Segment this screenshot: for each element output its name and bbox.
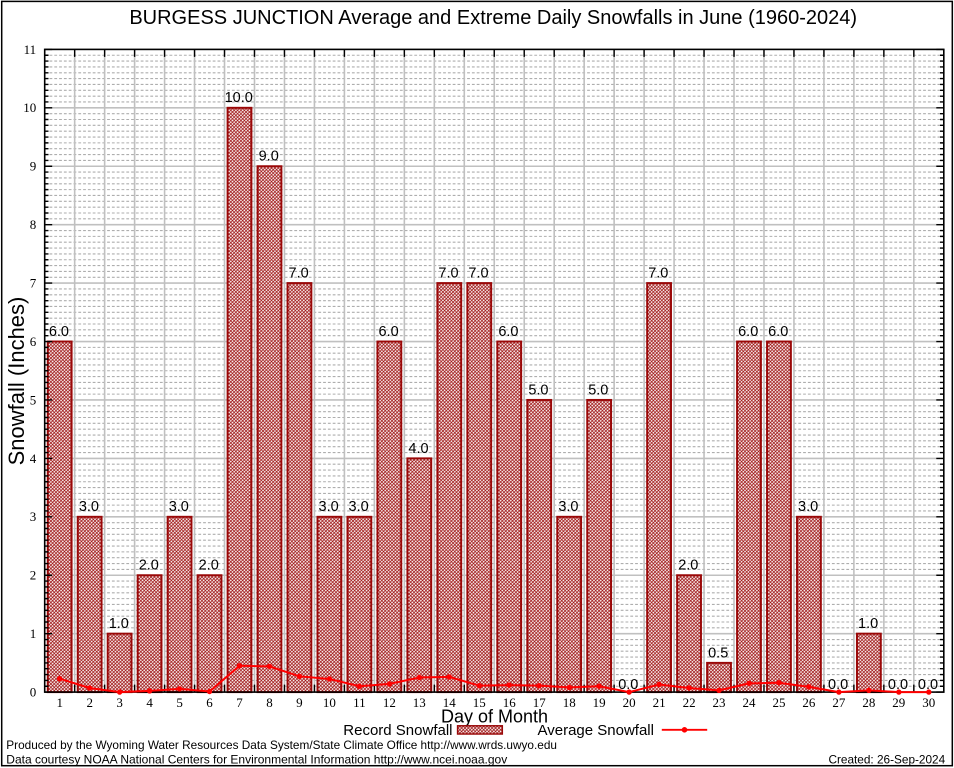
svg-text:27: 27: [832, 695, 846, 710]
svg-text:3.0: 3.0: [319, 499, 339, 515]
svg-text:28: 28: [862, 695, 875, 710]
svg-text:7.0: 7.0: [289, 266, 309, 282]
svg-text:3.0: 3.0: [798, 499, 818, 515]
svg-text:8: 8: [30, 217, 37, 232]
svg-text:4.0: 4.0: [408, 441, 428, 457]
svg-text:1: 1: [30, 626, 37, 641]
svg-text:2: 2: [30, 568, 37, 583]
svg-text:Record Snowfall: Record Snowfall: [343, 722, 452, 739]
svg-text:6: 6: [206, 695, 213, 710]
svg-text:1.0: 1.0: [858, 616, 878, 632]
svg-text:0: 0: [30, 685, 37, 700]
svg-text:0.5: 0.5: [708, 645, 728, 661]
svg-text:15: 15: [473, 695, 486, 710]
svg-text:17: 17: [533, 695, 547, 710]
svg-text:Average Snowfall: Average Snowfall: [538, 722, 654, 739]
svg-text:6.0: 6.0: [768, 324, 788, 340]
svg-text:Created: 26-Sep-2024: Created: 26-Sep-2024: [828, 752, 945, 766]
svg-text:7.0: 7.0: [468, 266, 488, 282]
svg-text:Data courtesy NOAA National Ce: Data courtesy NOAA National Centers for …: [6, 753, 507, 767]
svg-text:5.0: 5.0: [528, 382, 548, 398]
svg-text:29: 29: [892, 695, 905, 710]
svg-text:12: 12: [383, 695, 396, 710]
svg-text:8: 8: [266, 695, 273, 710]
svg-text:2.0: 2.0: [678, 558, 698, 574]
svg-text:24: 24: [743, 695, 757, 710]
svg-text:3.0: 3.0: [169, 499, 189, 515]
svg-text:30: 30: [922, 695, 935, 710]
svg-text:10.0: 10.0: [225, 90, 253, 106]
svg-text:7.0: 7.0: [648, 266, 668, 282]
svg-text:21: 21: [653, 695, 666, 710]
svg-text:7.0: 7.0: [438, 266, 458, 282]
svg-text:13: 13: [413, 695, 426, 710]
svg-text:23: 23: [713, 695, 726, 710]
svg-text:22: 22: [683, 695, 696, 710]
svg-text:11: 11: [24, 42, 37, 57]
svg-text:2.0: 2.0: [139, 558, 159, 574]
svg-text:3.0: 3.0: [349, 499, 369, 515]
svg-text:26: 26: [802, 695, 816, 710]
svg-text:2.0: 2.0: [199, 558, 219, 574]
svg-text:4: 4: [146, 695, 153, 710]
svg-text:3.0: 3.0: [79, 499, 99, 515]
svg-text:0.0: 0.0: [828, 677, 848, 693]
svg-text:0.0: 0.0: [888, 677, 908, 693]
svg-text:25: 25: [773, 695, 786, 710]
svg-text:7: 7: [30, 276, 37, 291]
svg-text:9.0: 9.0: [259, 149, 279, 165]
svg-text:20: 20: [623, 695, 636, 710]
svg-text:5.0: 5.0: [588, 382, 608, 398]
svg-text:9: 9: [30, 159, 37, 174]
svg-text:6: 6: [30, 334, 37, 349]
svg-text:9: 9: [296, 695, 303, 710]
svg-text:11: 11: [353, 695, 366, 710]
svg-text:10: 10: [23, 100, 36, 115]
svg-text:Snowfall (Inches): Snowfall (Inches): [4, 297, 29, 466]
svg-text:6.0: 6.0: [379, 324, 399, 340]
svg-text:10: 10: [323, 695, 336, 710]
svg-text:5: 5: [30, 392, 37, 407]
svg-text:0.0: 0.0: [918, 677, 938, 693]
svg-text:3.0: 3.0: [558, 499, 578, 515]
svg-text:18: 18: [563, 695, 576, 710]
svg-text:6.0: 6.0: [498, 324, 518, 340]
svg-text:1.0: 1.0: [109, 616, 129, 632]
svg-text:0.0: 0.0: [618, 677, 638, 693]
svg-text:14: 14: [443, 695, 457, 710]
svg-text:7: 7: [236, 695, 243, 710]
svg-text:19: 19: [593, 695, 606, 710]
svg-text:6.0: 6.0: [738, 324, 758, 340]
svg-text:2: 2: [86, 695, 93, 710]
svg-text:Produced by the Wyoming Water: Produced by the Wyoming Water Resources …: [6, 738, 557, 752]
svg-text:Day of Month: Day of Month: [441, 706, 548, 726]
svg-text:3: 3: [116, 695, 123, 710]
svg-text:4: 4: [30, 451, 37, 466]
svg-text:16: 16: [503, 695, 517, 710]
svg-text:6.0: 6.0: [49, 324, 69, 340]
svg-text:BURGESS JUNCTION Average and E: BURGESS JUNCTION Average and Extreme Dai…: [129, 7, 857, 29]
svg-text:1: 1: [56, 695, 63, 710]
svg-text:5: 5: [176, 695, 183, 710]
svg-text:3: 3: [30, 509, 37, 524]
